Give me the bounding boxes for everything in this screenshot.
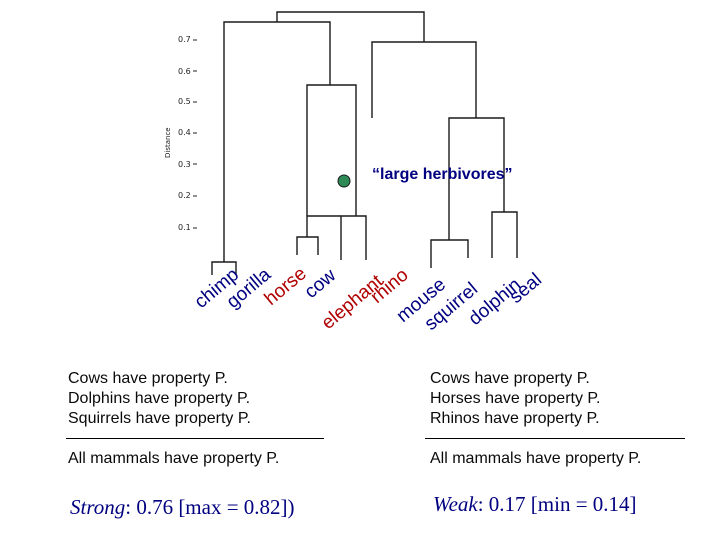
- y-tick: 0.2: [178, 191, 191, 200]
- y-axis: 0.7 0.6 0.5 0.4 0.3 0.2 0.1 Distance: [164, 35, 197, 232]
- strong-argument-conclusion: All mammals have property P.: [68, 450, 280, 467]
- leaf-labels: chimp gorilla horse cow elephant rhino m…: [191, 263, 546, 335]
- strong-argument-score: Strong: 0.76 [max = 0.82]): [70, 495, 295, 520]
- dendrogram-branches: [211, 11, 518, 275]
- large-herbivores-callout: “large herbivores”: [372, 166, 513, 183]
- y-tick: 0.1: [178, 223, 191, 232]
- weak-score-value: : 0.17 [min = 0.14]: [477, 492, 637, 516]
- premise: Rhinos have property P.: [430, 410, 600, 427]
- premise: Cows have property P.: [430, 370, 590, 387]
- y-tick: 0.6: [178, 67, 191, 76]
- premise: Horses have property P.: [430, 390, 601, 407]
- weak-argument-premises: Cows have property P. Horses have proper…: [430, 369, 600, 429]
- y-tick: 0.4: [178, 128, 191, 137]
- y-tick: 0.3: [178, 160, 191, 169]
- premise: Squirrels have property P.: [68, 410, 251, 427]
- y-axis-label: Distance: [164, 127, 172, 158]
- y-tick: 0.7: [178, 35, 191, 44]
- strong-score-value: : 0.76 [max = 0.82]): [125, 495, 295, 519]
- leaf-label-cow: cow: [301, 265, 341, 303]
- strong-argument-divider: [66, 438, 324, 439]
- strong-label: Strong: [70, 495, 126, 519]
- premise: Dolphins have property P.: [68, 390, 251, 407]
- large-herbivores-node: [337, 174, 351, 188]
- weak-argument-divider: [425, 438, 685, 439]
- weak-argument-score: Weak: 0.17 [min = 0.14]: [433, 492, 637, 517]
- weak-label: Weak: [433, 492, 478, 516]
- premise: Cows have property P.: [68, 370, 228, 387]
- weak-argument-conclusion: All mammals have property P.: [430, 450, 642, 467]
- dendrogram: 0.7 0.6 0.5 0.4 0.3 0.2 0.1 Distance: [164, 11, 546, 335]
- y-tick: 0.5: [178, 97, 191, 106]
- strong-argument-premises: Cows have property P. Dolphins have prop…: [68, 369, 251, 429]
